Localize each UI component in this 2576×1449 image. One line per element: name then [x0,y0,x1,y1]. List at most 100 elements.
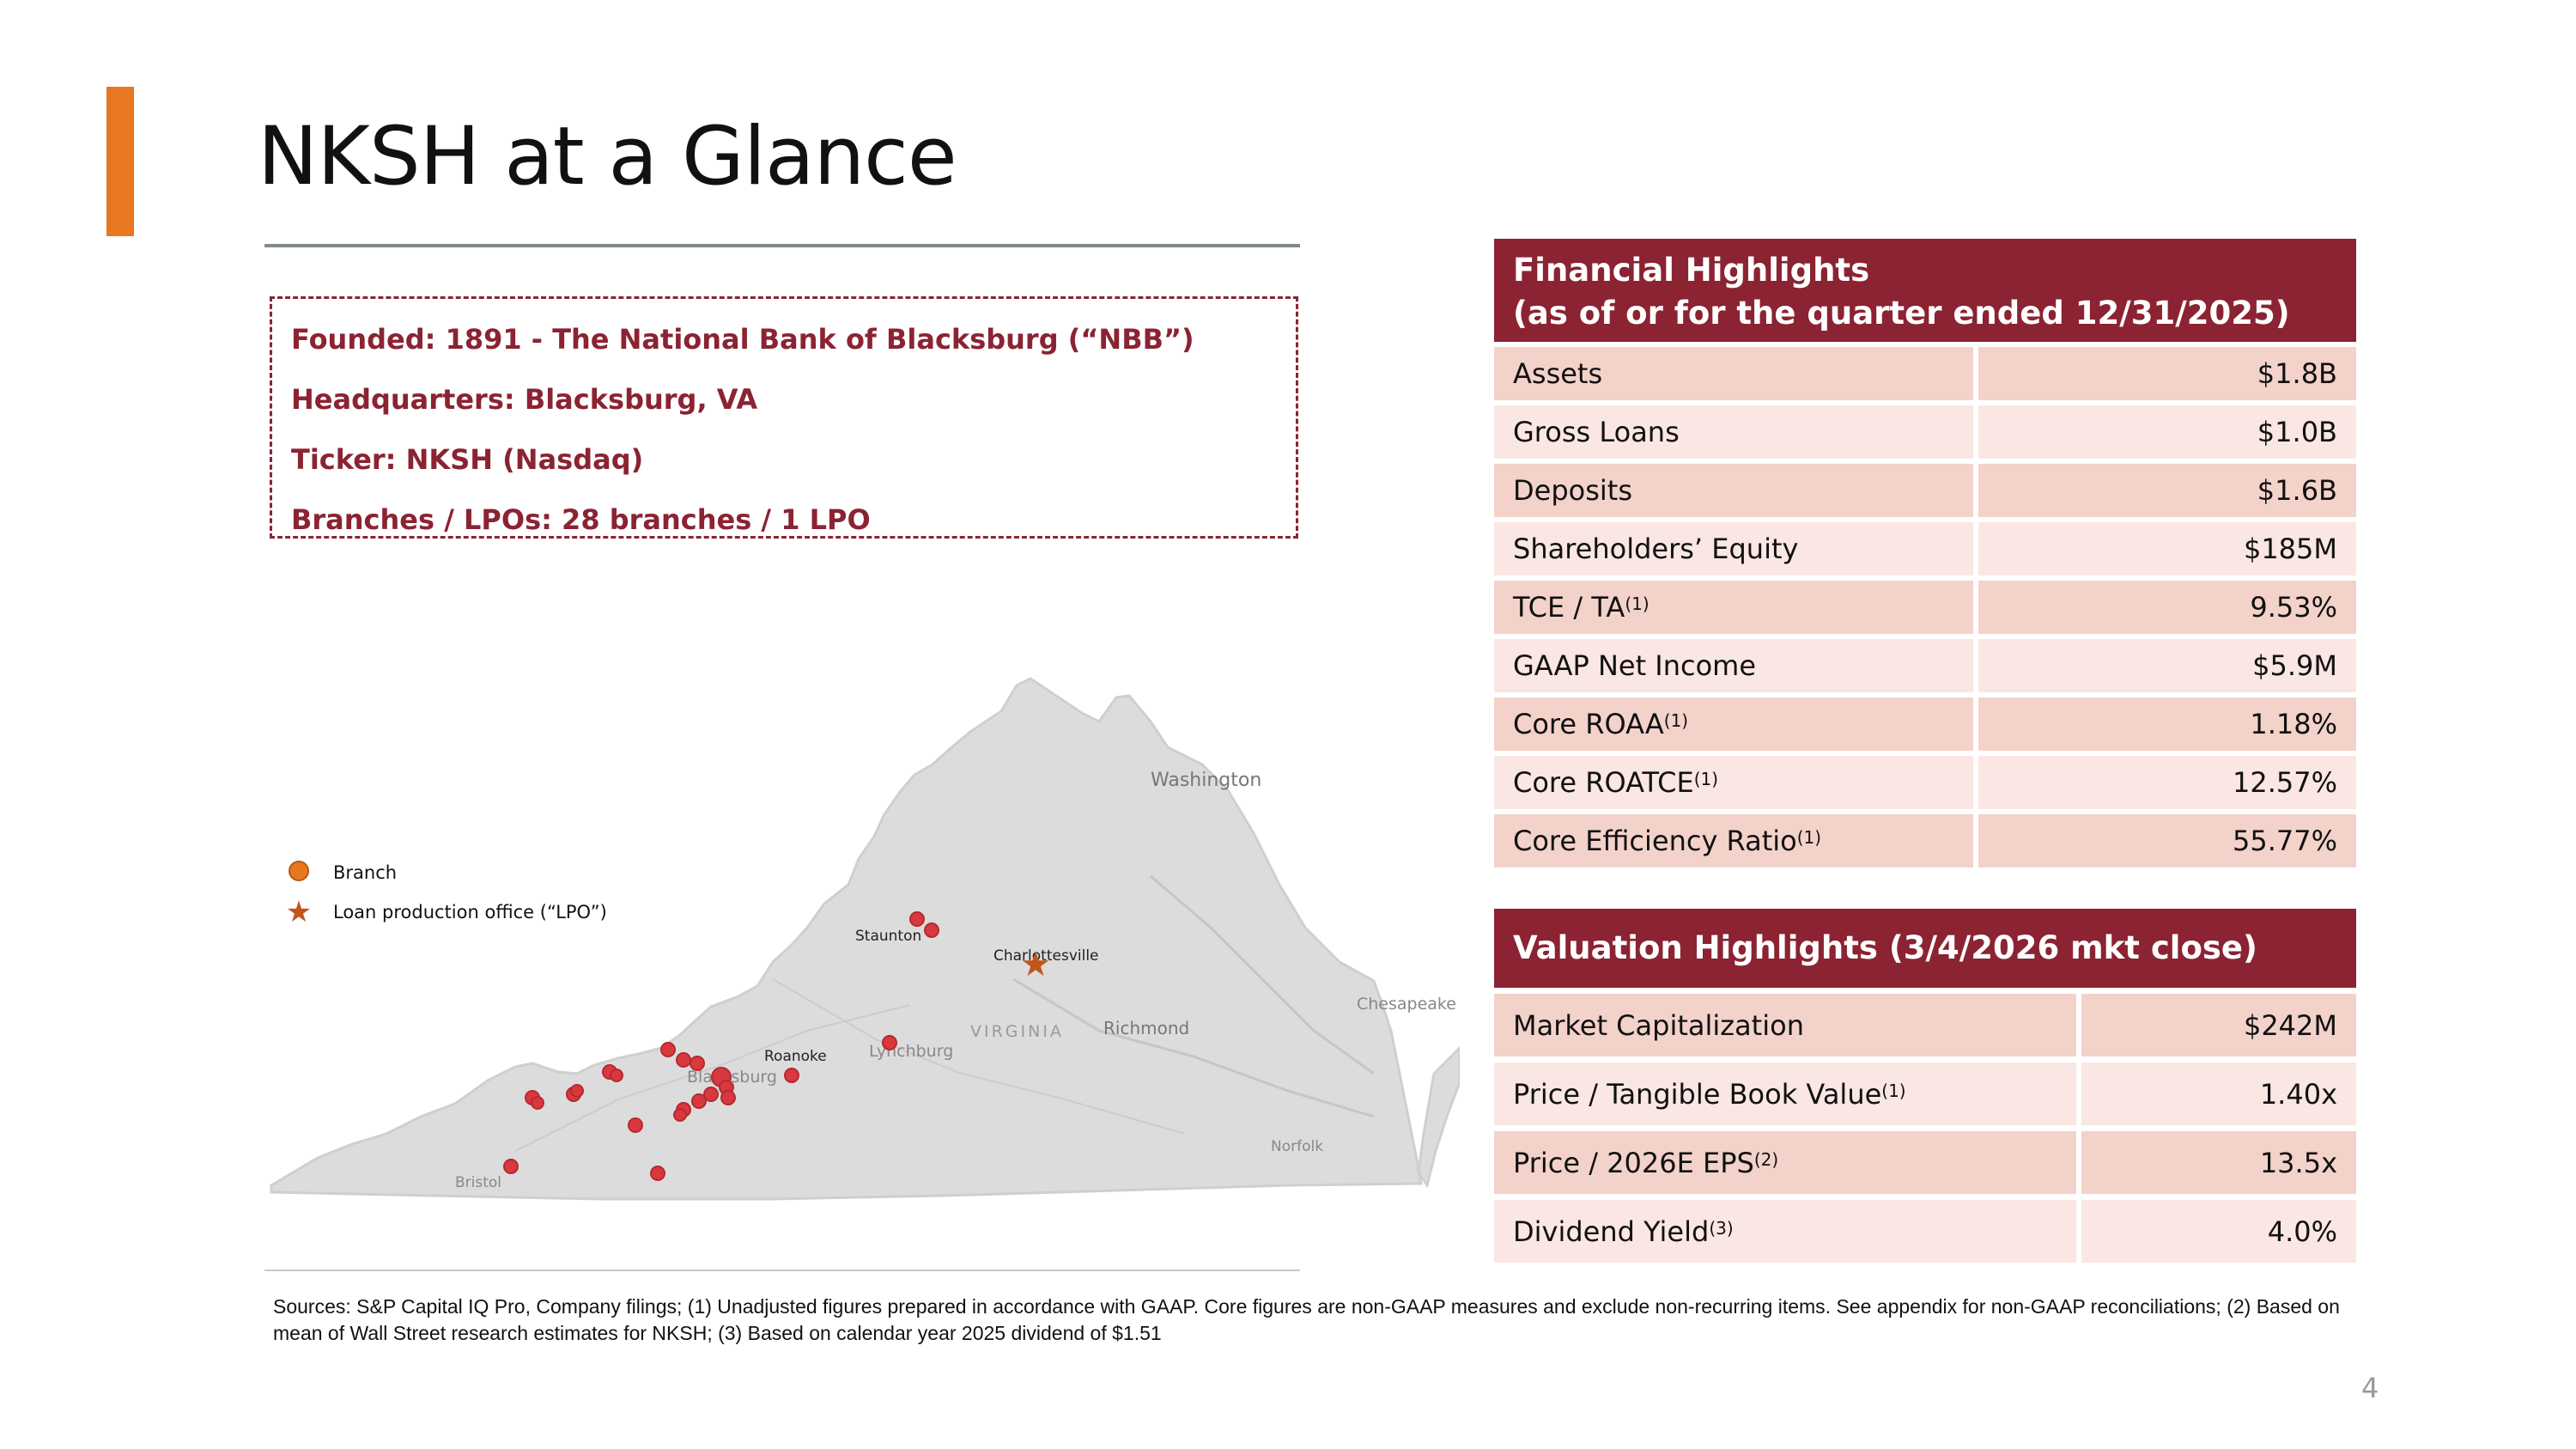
city-label-chesapeake: Chesapeake [1357,995,1456,1014]
financial-highlights-heading: Financial Highlights (as of or for the q… [1494,239,2356,342]
virginia-state-shape [270,677,1423,1201]
legend-branch: Branch [283,853,607,892]
legend-lpo-label: Loan production office (“LPO”) [333,902,607,922]
metric-label: Assets [1494,347,1973,400]
footnote-marker: (1) [1881,1080,1906,1101]
road-line [772,978,1186,1135]
footer-divider [264,1269,1300,1271]
branch-marker [650,1166,665,1181]
footnote-marker: (1) [1796,827,1822,848]
founded-text: Founded: 1891 - The National Bank of Bla… [291,323,1194,356]
financial-highlights-table: Financial Highlights (as of or for the q… [1494,239,2356,868]
branch-marker [703,1087,719,1102]
table-row: Core ROATCE (1) 12.57% [1494,756,2356,809]
city-label-richmond: Richmond [1103,1018,1189,1038]
headquarters-text: Headquarters: Blacksburg, VA [291,383,758,416]
city-label-norfolk: Norfolk [1271,1138,1323,1155]
metric-label-text: Price / 2026E EPS [1513,1146,1754,1179]
valuation-highlights-heading: Valuation Highlights (3/4/2026 mkt close… [1494,909,2356,988]
page-number: 4 [2361,1372,2379,1404]
city-label-roanoke: Roanoke [764,1048,827,1065]
footnote-marker: (2) [1753,1148,1779,1170]
city-label-lynchburg: Lynchburg [869,1042,953,1061]
metric-label-text: GAAP Net Income [1513,649,1757,682]
map-legend: Branch ★ Loan production office (“LPO”) [283,853,607,932]
metric-label: Market Capitalization [1494,994,2076,1056]
metric-label-text: Core ROAA [1513,708,1664,740]
branch-marker [673,1108,687,1122]
branch-marker [690,1056,705,1071]
metric-label: Price / 2026E EPS (2) [1494,1131,2076,1194]
branch-marker [691,1093,707,1109]
sources-footnote: Sources: S&P Capital IQ Pro, Company fil… [273,1295,2340,1344]
table-row: TCE / TA (1) 9.53% [1494,581,2356,634]
metric-label-text: Deposits [1513,474,1632,507]
company-info-box: Founded: 1891 - The National Bank of Bla… [270,296,1298,539]
metric-value: $1.6B [1978,464,2356,517]
footnote-marker: (1) [1693,769,1719,789]
metric-value: 13.5x [2081,1131,2356,1194]
metric-value: $1.0B [1978,405,2356,459]
page-title: NKSH at a Glance [258,110,957,204]
lpo-star-marker: ★ [1020,945,1051,984]
metric-label-text: Gross Loans [1513,416,1680,448]
table-row: Gross Loans $1.0B [1494,405,2356,459]
river-line [1150,874,1375,1075]
branch-marker [503,1159,519,1174]
metric-label-text: Shareholders’ Equity [1513,533,1799,565]
metric-label: Core ROAA (1) [1494,697,1973,751]
branch-marker [610,1068,623,1082]
river-line [1012,977,1375,1118]
branch-marker [531,1096,544,1110]
metric-value: 1.18% [1978,697,2356,751]
valuation-rows: Market Capitalization $242M Price / Tangib… [1494,994,2356,1263]
metric-label: Dividend Yield (3) [1494,1200,2076,1263]
table-row: Price / Tangible Book Value (1) 1.40x [1494,1062,2356,1125]
footnote-marker: (3) [1709,1217,1734,1239]
metric-label: Deposits [1494,464,1973,517]
metric-label-text: Core Efficiency Ratio [1513,825,1797,857]
metric-value: 1.40x [2081,1062,2356,1125]
metric-label: TCE / TA (1) [1494,581,1973,634]
ticker-text: Ticker: NKSH (Nasdaq) [291,443,644,476]
branch-marker [909,911,925,927]
city-label-staunton: Staunton [855,928,921,945]
financial-rows: Assets $1.8B Gross Loans $1.0B Deposits $1.6B… [1494,347,2356,868]
metric-value: 4.0% [2081,1200,2356,1263]
metric-value: 55.77% [1978,814,2356,868]
city-label-charlottesville: Charlottesville [993,947,1099,965]
metric-label-text: Core ROATCE [1513,766,1694,799]
virginia-branch-map: Washington Staunton Charlottesville VIRG… [258,670,1461,1220]
financial-heading-line1: Financial Highlights [1513,252,1870,289]
metric-label: GAAP Net Income [1494,639,1973,692]
legend-branch-label: Branch [333,862,398,883]
metric-label: Gross Loans [1494,405,1973,459]
branch-dot-icon [283,860,314,886]
metric-label-text: Assets [1513,357,1603,390]
state-label: VIRGINIA [970,1022,1064,1041]
legend-lpo: ★ Loan production office (“LPO”) [283,892,607,932]
table-row: Market Capitalization $242M [1494,994,2356,1056]
table-row: Core Efficiency Ratio (1) 55.77% [1494,814,2356,868]
accent-bar [106,87,134,236]
branches-text: Branches / LPOs: 28 branches / 1 LPO [291,503,871,536]
title-divider [264,244,1300,247]
branch-markers [503,911,939,1181]
metric-value: $1.8B [1978,347,2356,400]
financial-heading-line2: (as of or for the quarter ended 12/31/20… [1513,295,2290,332]
metric-value: $185M [1978,522,2356,575]
metric-value: 12.57% [1978,756,2356,809]
city-label-blacksburg: Blacksburg [687,1068,777,1087]
branch-marker [676,1052,691,1068]
branch-marker [660,1042,676,1057]
metric-label: Core ROATCE (1) [1494,756,1973,809]
metric-value: 9.53% [1978,581,2356,634]
table-row: Assets $1.8B [1494,347,2356,400]
eastern-shore-shape [1417,1044,1461,1189]
table-row: Core ROAA (1) 1.18% [1494,697,2356,751]
footnote-marker: (1) [1663,710,1689,731]
metric-value: $242M [2081,994,2356,1056]
road-line [514,1004,911,1152]
table-row: Dividend Yield (3) 4.0% [1494,1200,2356,1263]
metric-label: Price / Tangible Book Value (1) [1494,1062,2076,1125]
